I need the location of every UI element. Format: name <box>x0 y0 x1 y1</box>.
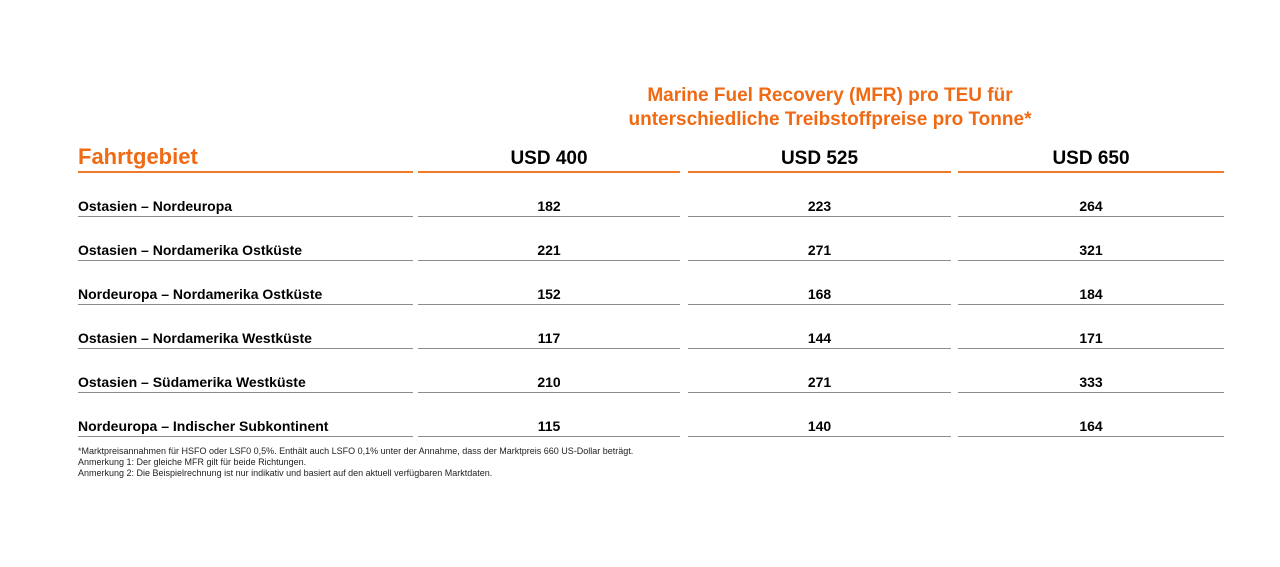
row-value-label: 152 <box>537 286 561 302</box>
table-title-line-2: unterschiedliche Treibstoffpreise pro To… <box>628 109 1032 130</box>
row-value-usd-400: 117 <box>418 329 680 349</box>
table-row: Ostasien – Nordeuropa 182 223 264 <box>0 197 1280 217</box>
column-header-usd-525-label: USD 525 <box>780 148 859 169</box>
row-value-usd-650: 184 <box>958 285 1224 305</box>
row-value-usd-400: 115 <box>418 417 680 437</box>
row-value-label: 210 <box>537 374 561 390</box>
column-header-region-rule <box>78 171 413 173</box>
row-value-usd-400: 152 <box>418 285 680 305</box>
row-value-usd-650: 171 <box>958 329 1224 349</box>
column-header-usd-525-rule <box>688 171 951 173</box>
row-region-cell: Nordeuropa – Indischer Subkontinent <box>78 417 413 437</box>
table-title-line-1: Marine Fuel Recovery (MFR) pro TEU für <box>647 85 1013 106</box>
row-region-label: Ostasien – Nordamerika Westküste <box>78 330 312 346</box>
row-value-label: 144 <box>807 330 832 346</box>
column-header-region: Fahrtgebiet <box>78 144 413 173</box>
row-value-usd-650: 321 <box>958 241 1224 261</box>
row-value-label: 264 <box>1079 198 1103 214</box>
row-region-cell: Ostasien – Nordeuropa <box>78 197 413 217</box>
row-value-usd-650: 164 <box>958 417 1224 437</box>
column-header-usd-650: USD 650 <box>958 145 1224 173</box>
row-region-label: Ostasien – Nordeuropa <box>78 198 233 214</box>
row-value-usd-525: 223 <box>688 197 951 217</box>
row-value-usd-525: 168 <box>688 285 951 305</box>
row-region-cell: Ostasien – Nordamerika Westküste <box>78 329 413 349</box>
row-value-usd-525: 271 <box>688 373 951 393</box>
column-header-usd-650-rule <box>958 171 1224 173</box>
row-value-label: 171 <box>1079 330 1103 346</box>
row-value-label: 221 <box>537 242 561 258</box>
table-row: Nordeuropa – Nordamerika Ostküste 152 16… <box>0 285 1280 305</box>
row-value-label: 164 <box>1079 418 1103 434</box>
table-row: Nordeuropa – Indischer Subkontinent 115 … <box>0 417 1280 437</box>
row-value-label: 271 <box>807 242 832 258</box>
row-value-label: 117 <box>537 330 561 346</box>
table-title: Marine Fuel Recovery (MFR) pro TEU für u… <box>560 84 1100 132</box>
row-value-label: 168 <box>807 286 832 302</box>
row-value-usd-525: 144 <box>688 329 951 349</box>
footnote-note-2: Anmerkung 2: Die Beispielrechnung ist nu… <box>78 468 493 478</box>
column-header-usd-650-label: USD 650 <box>1052 148 1130 169</box>
row-value-label: 223 <box>807 198 832 214</box>
row-region-label: Ostasien – Nordamerika Ostküste <box>78 242 303 258</box>
row-value-label: 321 <box>1079 242 1103 258</box>
row-value-label: 115 <box>537 418 561 434</box>
row-value-label: 333 <box>1079 374 1103 390</box>
row-region-cell: Nordeuropa – Nordamerika Ostküste <box>78 285 413 305</box>
footnote-market-price: *Marktpreisannahmen für HSFO oder LSF0 0… <box>78 446 634 456</box>
row-value-usd-525: 271 <box>688 241 951 261</box>
table-row: Ostasien – Südamerika Westküste 210 271 … <box>0 373 1280 393</box>
footnotes: *Marktpreisannahmen für HSFO oder LSF0 0… <box>78 446 633 479</box>
row-region-label: Nordeuropa – Nordamerika Ostküste <box>78 286 323 302</box>
row-value-label: 271 <box>807 374 832 390</box>
column-header-usd-525: USD 525 <box>688 145 951 173</box>
column-header-usd-400: USD 400 <box>418 145 680 173</box>
row-value-usd-650: 333 <box>958 373 1224 393</box>
column-header-usd-400-label: USD 400 <box>510 148 588 169</box>
row-value-usd-525: 140 <box>688 417 951 437</box>
table-row: Ostasien – Nordamerika Westküste 117 144… <box>0 329 1280 349</box>
row-region-label: Nordeuropa – Indischer Subkontinent <box>78 418 329 434</box>
row-value-usd-400: 210 <box>418 373 680 393</box>
row-region-cell: Ostasien – Nordamerika Ostküste <box>78 241 413 261</box>
row-value-usd-400: 221 <box>418 241 680 261</box>
table-row: Ostasien – Nordamerika Ostküste 221 271 … <box>0 241 1280 261</box>
footnote-note-1: Anmerkung 1: Der gleiche MFR gilt für be… <box>78 457 307 467</box>
row-region-label: Ostasien – Südamerika Westküste <box>78 374 306 390</box>
row-region-cell: Ostasien – Südamerika Westküste <box>78 373 413 393</box>
row-value-label: 184 <box>1079 286 1103 302</box>
column-header-region-label: Fahrtgebiet <box>78 144 198 169</box>
row-value-usd-400: 182 <box>418 197 680 217</box>
row-value-label: 182 <box>537 198 561 214</box>
row-value-usd-650: 264 <box>958 197 1224 217</box>
column-header-usd-400-rule <box>418 171 680 173</box>
row-value-label: 140 <box>807 418 832 434</box>
